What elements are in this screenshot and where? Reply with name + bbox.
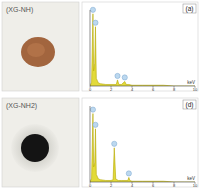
peak-marker [112,141,117,146]
spectrum-line [90,14,195,86]
peak-marker [122,75,127,80]
x-axis [90,86,195,87]
y-axis [90,106,91,182]
x-tick-label: 8 [173,183,176,188]
sample-spot [21,134,49,162]
panel-frame [82,2,198,91]
x-tick-label: 4 [131,183,134,188]
x-tick-label: 6 [152,87,155,92]
peak-marker [93,122,98,127]
x-tick-label: 10 [193,183,198,188]
x-tick-label: 0 [89,183,92,188]
photo [2,2,79,91]
sample-halo [11,124,59,172]
x-tick-label: 2 [110,183,113,188]
spectrum-fill [90,14,195,86]
figure: (XG-NH) 0 2 4 6 8 10 keV (a) (XG-NH2) 0 2 4 6 8 10 keV (d… [0,0,200,189]
peak-marker [90,7,95,12]
sample-spot [21,37,55,67]
peak-marker [126,171,131,176]
x-tick-label: 8 [173,87,176,92]
panel-frame [82,98,198,187]
plot-area [90,114,195,182]
peak-marker [93,20,98,25]
x-axis-label: keV [187,176,195,181]
panel-letter: (a) [186,5,194,13]
sample-highlight [27,43,45,57]
sample-label: (XG-NH2) [6,102,37,110]
plot-area [90,14,195,86]
x-axis-label: keV [187,80,195,85]
panel-letter-box [183,100,196,109]
panel-letter: (d) [186,101,194,109]
peak-marker [115,73,120,78]
peak-marker [90,107,95,112]
sample-label: (XG-NH) [6,6,33,14]
x-tick-label: 2 [110,87,113,92]
photo [2,98,79,187]
x-tick-label: 6 [152,183,155,188]
spectrum-fill [90,114,195,182]
y-axis [90,10,91,86]
x-axis [90,182,195,183]
x-tick-label: 0 [89,87,92,92]
x-tick-label: 4 [131,87,134,92]
x-tick-label: 10 [193,87,198,92]
panel-letter-box [183,4,196,13]
spectrum-line [90,114,195,182]
